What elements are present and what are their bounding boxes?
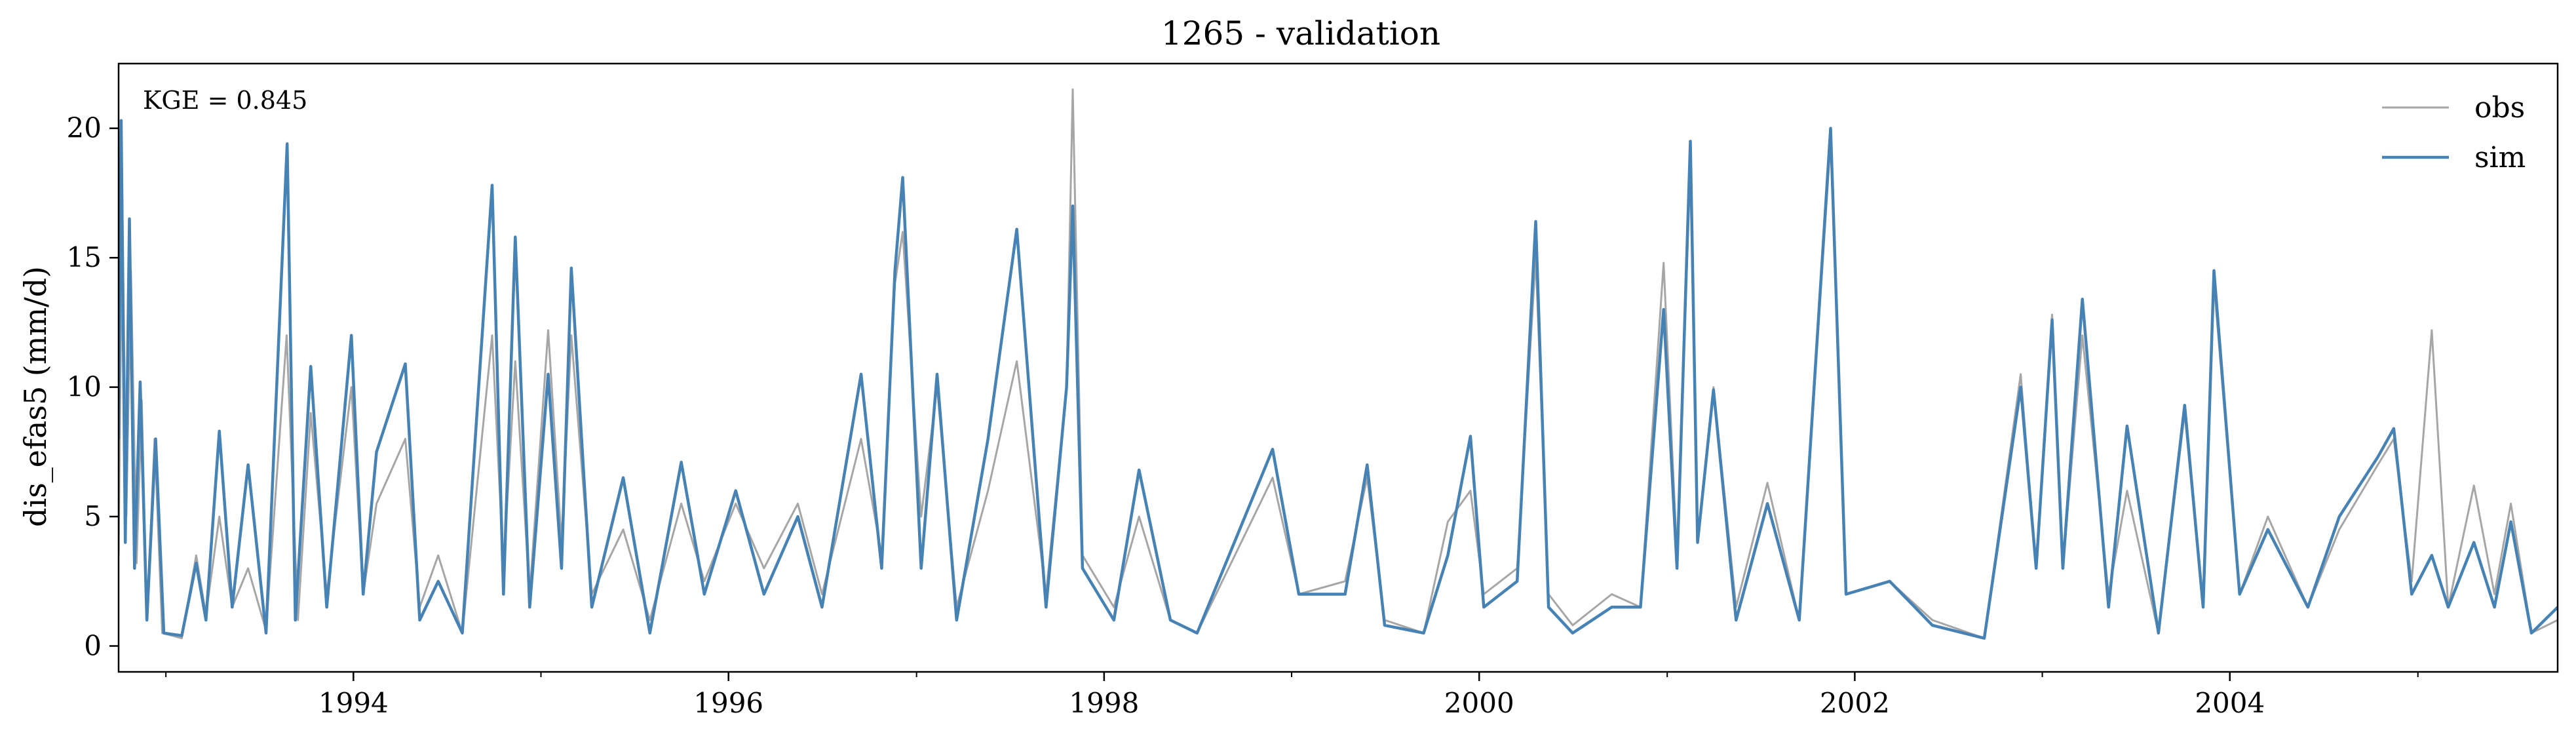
y-tick-label: 5 (84, 500, 102, 532)
x-tick-label: 2002 (1820, 687, 1890, 719)
legend: obs sim (2382, 91, 2526, 174)
x-tick-label: 2000 (1444, 687, 1514, 719)
y-tick-label: 15 (67, 241, 102, 273)
y-axis: 0 5 10 15 20 (67, 112, 119, 662)
y-tick-label: 0 (84, 630, 102, 662)
plot-frame (117, 62, 2559, 673)
series-line-obs (119, 88, 2558, 640)
x-tick-label: 2004 (2195, 687, 2265, 719)
chart-title: 1265 - validation (1161, 14, 1440, 52)
x-axis: 1994 1996 1998 2000 2002 2004 (165, 672, 2419, 719)
y-tick-label: 20 (67, 112, 102, 144)
series-layer (119, 88, 2558, 640)
kge-annotation: KGE = 0.845 (143, 86, 307, 115)
x-tick-label: 1998 (1069, 687, 1139, 719)
legend-label-obs: obs (2474, 91, 2525, 125)
x-tick-label: 1994 (318, 687, 389, 719)
y-axis-label: dis_efas5 (mm/d) (18, 266, 53, 527)
y-tick-label: 10 (67, 371, 102, 403)
x-tick-label: 1996 (693, 687, 763, 719)
series-line-sim (119, 119, 2558, 640)
legend-label-sim: sim (2474, 141, 2526, 174)
